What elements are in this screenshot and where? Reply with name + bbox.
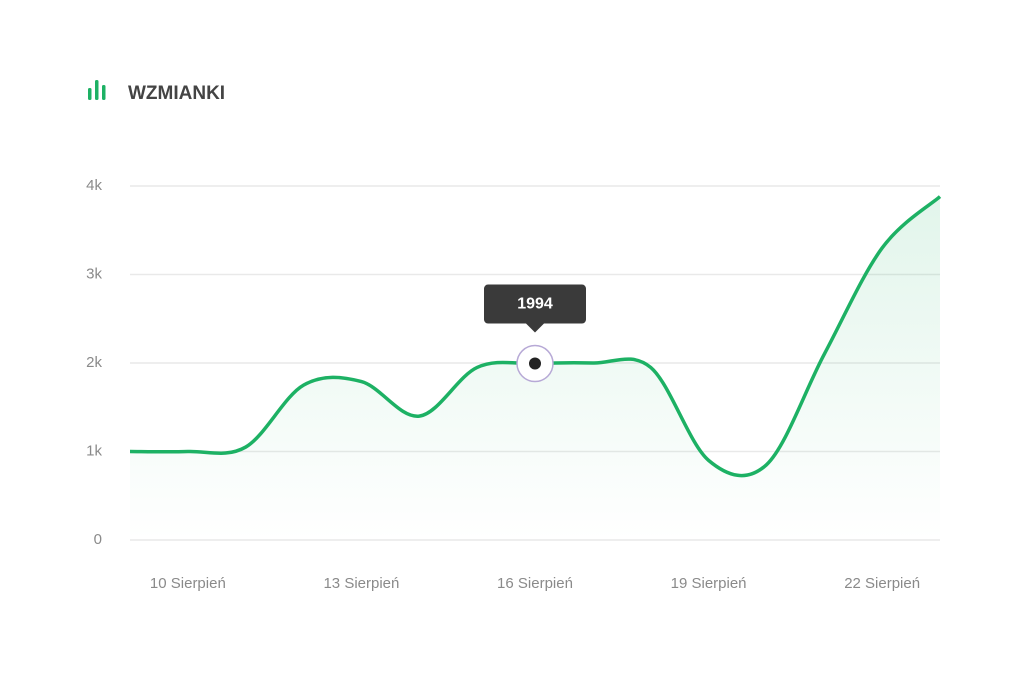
tooltip — [484, 284, 586, 333]
line — [129, 195, 942, 478]
x-tick-label: 19 Sierpień — [671, 575, 747, 592]
y-tick-label: 3k — [86, 265, 102, 282]
title-icon — [88, 80, 106, 100]
y-tick-label: 2k — [86, 354, 102, 371]
x-tick-label: 22 Sierpień — [844, 575, 920, 592]
x-tick-label: 10 Sierpień — [150, 575, 226, 592]
y-tick-label: 1k — [86, 442, 102, 459]
chart-title: WZMIANKI — [128, 83, 225, 104]
y-tick-label: 4k — [86, 177, 102, 194]
x-tick-label: 13 Sierpień — [323, 575, 399, 592]
y-tick-label: 0 — [94, 531, 102, 548]
x-tick-label: 16 Sierpień — [497, 575, 573, 592]
highlight-point — [529, 357, 541, 370]
tooltip-value: 1994 — [517, 296, 553, 313]
